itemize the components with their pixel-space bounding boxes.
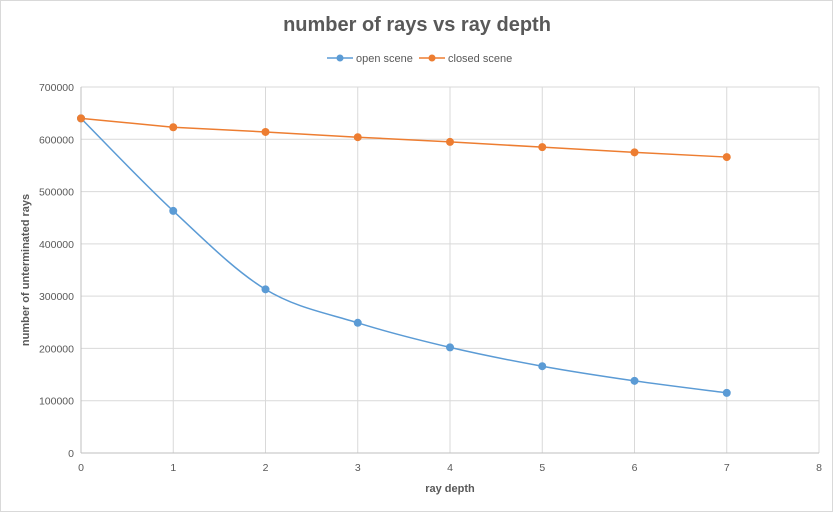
legend: open scene closed scene	[327, 53, 512, 65]
data-point-closed-scene	[353, 133, 362, 142]
data-point-closed-scene	[261, 127, 270, 136]
chart-title: number of rays vs ray depth	[283, 14, 551, 36]
x-tick-label: 6	[632, 462, 638, 474]
x-axis-title: ray depth	[425, 483, 475, 495]
x-tick-label: 3	[355, 462, 361, 474]
y-tick-label: 700000	[39, 82, 74, 94]
y-axis-title: number of unterminated rays	[20, 194, 32, 346]
y-tick-label: 600000	[39, 134, 74, 146]
data-point-closed-scene	[169, 123, 178, 132]
data-point-open-scene	[538, 362, 547, 371]
data-point-closed-scene	[630, 148, 639, 157]
y-tick-labels: 0 100000 200000 300000 400000 500000 600000 700…	[39, 82, 74, 460]
data-point-closed-scene	[77, 114, 85, 123]
x-tick-label: 0	[78, 462, 84, 474]
data-point-closed-scene	[538, 143, 547, 152]
data-point-open-scene	[630, 376, 639, 385]
x-tick-labels: 0 1 2 3 4 5 6 7 8	[78, 462, 822, 474]
x-tick-label: 7	[724, 462, 730, 474]
data-point-open-scene	[169, 206, 178, 215]
y-tick-label: 0	[68, 448, 74, 460]
gridlines	[81, 86, 820, 453]
series-line-open-scene	[80, 117, 727, 394]
legend-dot-closed-scene	[428, 54, 436, 62]
x-tick-label: 4	[447, 462, 453, 474]
series-line-closed-scene	[80, 117, 727, 158]
data-point-closed-scene	[722, 153, 731, 162]
y-tick-label: 500000	[39, 187, 74, 199]
x-tick-label: 8	[816, 462, 822, 474]
x-tick-label: 2	[263, 462, 269, 474]
data-point-open-scene	[722, 388, 731, 397]
x-tick-label: 1	[170, 462, 176, 474]
data-point-closed-scene	[446, 137, 454, 146]
x-tick-label: 5	[539, 462, 545, 474]
series-points	[77, 114, 731, 397]
data-point-open-scene	[353, 318, 362, 327]
y-tick-label: 300000	[39, 291, 74, 303]
y-tick-label: 100000	[39, 396, 74, 408]
data-point-open-scene	[261, 285, 270, 294]
y-tick-label: 200000	[39, 343, 74, 355]
legend-label-closed-scene: closed scene	[448, 53, 512, 65]
data-point-open-scene	[446, 343, 454, 352]
axes	[80, 87, 819, 454]
legend-label-open-scene: open scene	[356, 53, 413, 65]
series-lines	[80, 117, 727, 394]
y-tick-label: 400000	[39, 239, 74, 251]
legend-dot-open-scene	[336, 54, 344, 62]
